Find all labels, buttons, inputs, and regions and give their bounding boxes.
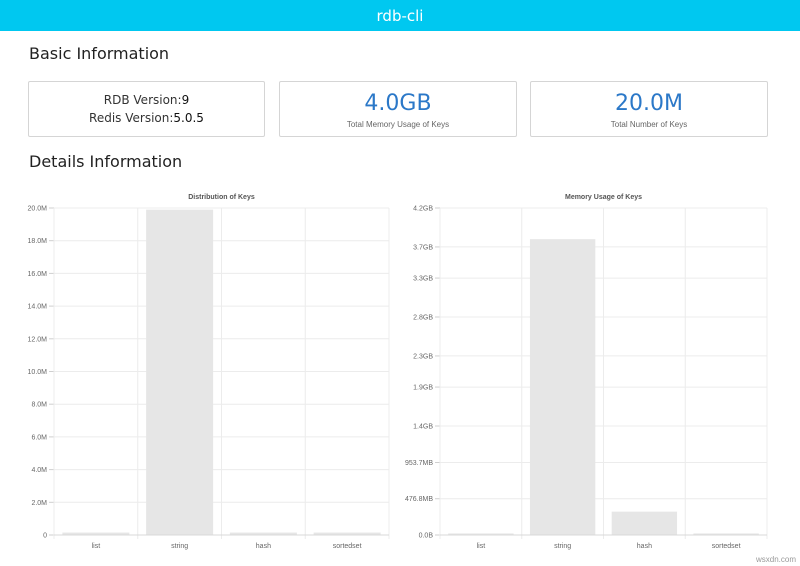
memory-usage-of-keys-chart: Memory Usage of Keys 0.0B 476.8MB 953.7MB 1.… [395,190,790,550]
rdb-version-value: 9 [181,93,190,107]
memory-usage-of-keys-svg: Memory Usage of Keys 0.0B 476.8MB 953.7MB 1.… [405,194,768,550]
x-tick-label: sortedset [712,543,741,550]
y-tick-label: 3.3GB [413,276,433,283]
bar-string[interactable] [146,209,214,535]
app-title: rdb-cli [376,6,424,25]
memory-usage-caption: Total Memory Usage of Keys [346,119,450,129]
chart-title: Memory Usage of Keys [565,194,642,201]
distribution-of-keys-svg: Distribution of Keys 0 2.0M 4.0M 6.0M 8.0M 10.… [28,194,390,550]
y-tick-label: 16.0M [28,271,48,278]
version-card: RDB Version:9 Redis Version:5.0.5 [28,81,265,137]
memory-usage-card: 4.0GB Total Memory Usage of Keys [279,81,517,137]
bar-list[interactable] [62,532,130,535]
redis-version-line: Redis Version:5.0.5 [89,109,204,127]
y-tick-label: 1.9GB [413,385,433,392]
x-tick-label: list [92,543,101,550]
y-tick-label: 8.0M [31,402,47,409]
y-tick-label: 18.0M [28,238,48,245]
y-tick-label: 2.3GB [413,353,433,360]
bar-list[interactable] [448,533,514,535]
y-tick-label: 1.4GB [413,424,433,431]
key-count-caption: Total Number of Keys [610,119,688,129]
y-tick-label: 0.0B [419,533,434,540]
y-tick-label: 20.0M [28,206,48,213]
key-count-card: 20.0M Total Number of Keys [530,81,768,137]
bar-hash[interactable] [611,511,678,535]
y-tick-label: 4.0M [31,467,47,474]
app-header: rdb-cli [0,0,800,31]
x-tick-label: list [477,543,486,550]
basic-information-heading: Basic Information [29,44,170,63]
bar-hash[interactable] [229,532,297,535]
bar-sortedset[interactable] [693,533,759,535]
bar-string[interactable] [529,239,596,535]
y-tick-label: 4.2GB [413,206,433,213]
x-tick-label: hash [256,543,271,550]
y-tick-label: 12.0M [28,336,48,343]
x-tick-label: sortedset [333,543,362,550]
y-tick-label: 476.8MB [405,496,433,503]
y-tick-label: 0 [43,533,47,540]
y-tick-label: 2.8GB [413,315,433,322]
y-tick-label: 6.0M [31,434,47,441]
x-tick-label: string [554,543,571,550]
x-tick-label: string [171,543,188,550]
watermark: wsxdn.com [755,555,796,564]
y-tick-label: 10.0M [28,369,48,376]
rdb-version-line: RDB Version:9 [104,91,189,109]
y-tick-label: 14.0M [28,304,48,311]
redis-version-label: Redis Version: [89,111,174,125]
bar-sortedset[interactable] [313,532,381,535]
redis-version-value: 5.0.5 [173,111,204,125]
y-tick-label: 2.0M [31,500,47,507]
distribution-of-keys-chart: Distribution of Keys 0 2.0M 4.0M 6.0M 8.0M 10.… [0,190,390,550]
chart-title: Distribution of Keys [188,194,255,201]
details-information-heading: Details Information [29,152,183,171]
key-count-value: 20.0M [615,90,683,116]
rdb-version-label: RDB Version: [103,93,182,107]
y-tick-label: 953.7MB [405,460,433,467]
memory-usage-value: 4.0GB [364,90,432,116]
y-tick-label: 3.7GB [413,244,433,251]
x-tick-label: hash [637,543,652,550]
